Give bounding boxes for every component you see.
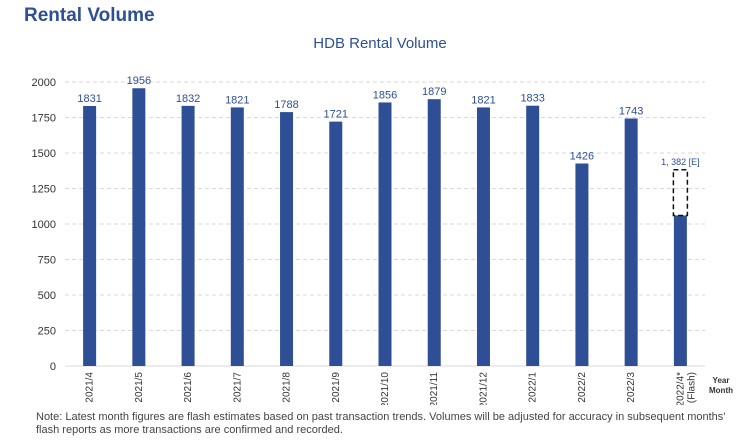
estimate-label: 1, 382 [E] bbox=[661, 157, 700, 167]
y-tick-label: 750 bbox=[38, 255, 56, 267]
x-tick-label: 2021/12 bbox=[478, 372, 489, 405]
data-label: 1788 bbox=[274, 99, 298, 111]
y-tick-label: 2000 bbox=[32, 77, 56, 89]
y-tick-label: 500 bbox=[38, 290, 56, 302]
x-tick-label: 2021/10 bbox=[380, 372, 391, 405]
bar bbox=[575, 163, 589, 366]
x-tick-label: 2021/9 bbox=[331, 372, 342, 403]
bar bbox=[624, 118, 638, 366]
bar bbox=[476, 107, 490, 366]
data-label: 1821 bbox=[225, 94, 249, 106]
data-label: 1879 bbox=[422, 86, 446, 98]
x-tick-label: 2021/8 bbox=[282, 372, 293, 403]
bar bbox=[230, 107, 244, 366]
bar bbox=[329, 121, 343, 366]
rental-volume-chart: HDB Rental Volume 0 250 500 750 1000 1250 1500… bbox=[32, 35, 734, 405]
bar bbox=[378, 102, 392, 366]
y-tick-label: 250 bbox=[38, 326, 56, 338]
y-tick-label: 0 bbox=[50, 361, 56, 373]
chart-title: HDB Rental Volume bbox=[313, 35, 446, 52]
bar bbox=[427, 99, 441, 366]
x-tick-label: 2022/2 bbox=[577, 372, 588, 403]
y-tick-label: 1000 bbox=[32, 219, 56, 231]
x-tick-label: 2022/1 bbox=[528, 372, 539, 403]
bar bbox=[132, 88, 146, 367]
bar bbox=[83, 105, 97, 367]
label-layer: 0 250 500 750 1000 1250 1500 1750 2000 1831 2021/4… bbox=[32, 75, 734, 405]
bar bbox=[673, 215, 687, 366]
y-tick-label: 1500 bbox=[32, 148, 56, 160]
data-label: 1821 bbox=[471, 94, 495, 106]
page-heading: Rental Volume bbox=[24, 5, 155, 26]
bar bbox=[181, 105, 195, 366]
x-tick-label: 2021/4 bbox=[85, 372, 96, 403]
data-label: 1956 bbox=[127, 75, 151, 87]
y-tick-label: 1750 bbox=[32, 113, 56, 125]
bar-layer bbox=[83, 88, 689, 367]
data-label: 1832 bbox=[176, 93, 200, 105]
bar bbox=[526, 105, 540, 367]
bar bbox=[280, 112, 294, 366]
x-axis-title: Year Month bbox=[709, 376, 733, 395]
x-tick-label: 2022/4*(Flash) bbox=[675, 372, 697, 405]
x-tick-label: 2021/5 bbox=[134, 372, 145, 403]
estimate-box bbox=[672, 169, 689, 217]
data-label: 1721 bbox=[324, 109, 348, 121]
x-tick-label: 2021/7 bbox=[232, 372, 243, 403]
data-label: 1426 bbox=[570, 151, 594, 163]
x-tick-label: 2021/11 bbox=[429, 372, 440, 405]
data-label: 1856 bbox=[373, 89, 397, 101]
data-label: 1831 bbox=[77, 93, 101, 105]
y-tick-label: 1250 bbox=[32, 184, 56, 196]
x-tick-label: 2022/3 bbox=[626, 372, 637, 403]
footnote: Note: Latest month figures are flash est… bbox=[36, 411, 726, 436]
data-label: 1743 bbox=[619, 105, 643, 117]
data-label: 1833 bbox=[520, 93, 544, 105]
x-tick-label: 2021/6 bbox=[183, 372, 194, 403]
